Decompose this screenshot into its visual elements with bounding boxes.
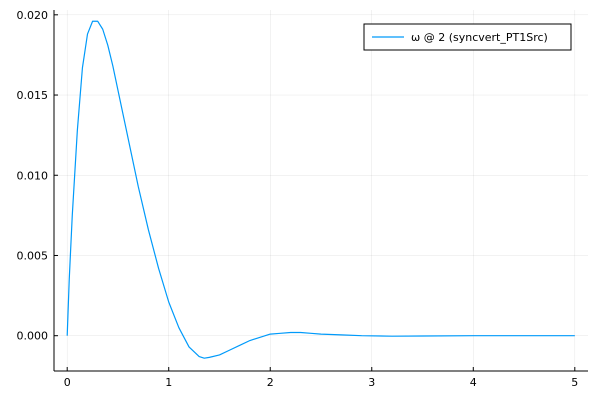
series-layer	[66, 20, 575, 359]
tick-labels: 0 1 2 3 4 5 0.000 0.005 0.010 0.015 0.020	[17, 9, 579, 389]
y-tick-label: 0.010	[17, 169, 49, 182]
y-tick-label: 0.000	[17, 330, 49, 343]
y-tick-label: 0.005	[17, 249, 49, 262]
axes	[53, 10, 588, 372]
x-tick-label: 3	[368, 376, 375, 389]
x-tick-label: 0	[64, 376, 71, 389]
x-tick-label: 5	[571, 376, 578, 389]
legend-label: ω @ 2 (syncvert_PT1Src)	[411, 31, 548, 44]
x-tick-label: 4	[470, 376, 477, 389]
x-tick-label: 2	[267, 376, 274, 389]
y-tick-label: 0.015	[17, 89, 49, 102]
series-line	[66, 20, 575, 359]
y-tick-label: 0.020	[17, 9, 49, 22]
grid	[54, 10, 588, 371]
x-tick-label: 1	[165, 376, 172, 389]
legend: ω @ 2 (syncvert_PT1Src)	[363, 23, 572, 51]
